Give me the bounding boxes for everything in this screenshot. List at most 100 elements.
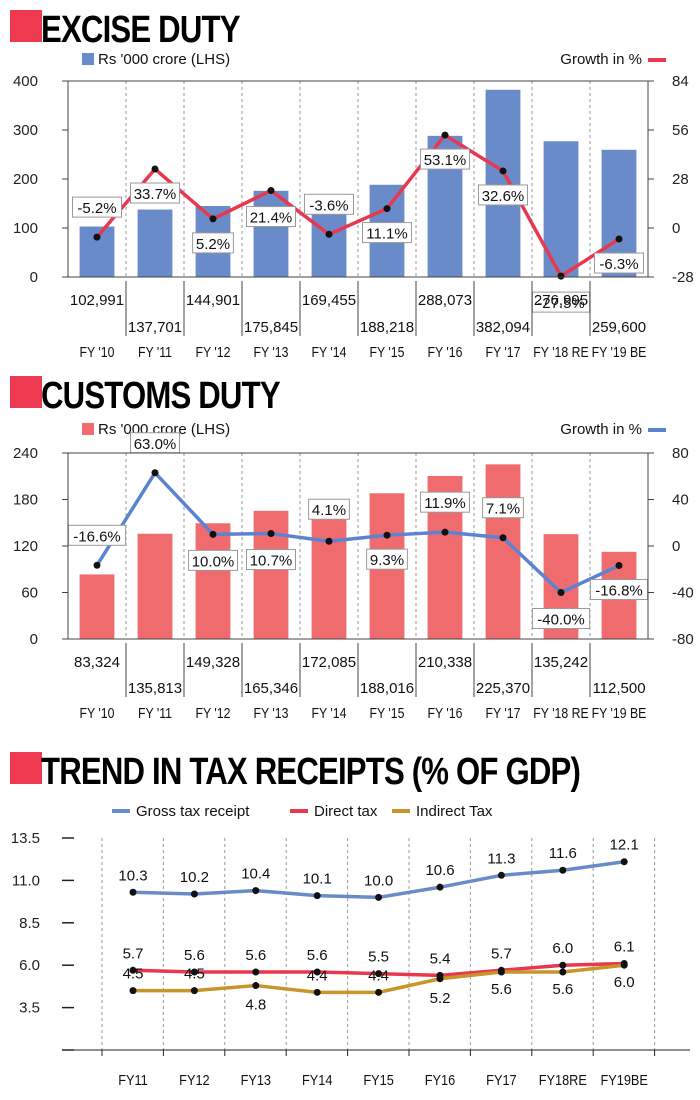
legend-label-1: Gross tax receipt (136, 803, 250, 820)
growth-label-8-text: 7.1% (486, 501, 520, 518)
growth-point-1 (93, 233, 101, 241)
growth-label-7: 53.1% (420, 148, 470, 170)
growth-point-8 (499, 167, 507, 175)
x-tick-label-8: FY18RE (539, 1071, 587, 1088)
value-label-2: 137,701 (128, 319, 182, 336)
x-tick-label-7: FY17 (486, 1071, 517, 1088)
series-1-point-9 (620, 858, 628, 866)
value-label-8: 382,094 (476, 319, 530, 336)
growth-label-8-text: 32.6% (482, 188, 525, 205)
series-3-point-1 (129, 987, 137, 995)
series-2-point-2 (190, 968, 198, 976)
series-1-point-4 (313, 892, 321, 900)
y-tick-label: 13.5 (11, 830, 40, 847)
x-tick-label-9: FY '18 RE (533, 705, 588, 721)
growth-point-7 (441, 528, 449, 536)
growth-point-5 (325, 537, 333, 545)
growth-label-6-text: 9.3% (370, 552, 404, 569)
growth-line (95, 471, 620, 595)
x-tick-label-1: FY '10 (80, 705, 115, 721)
bar-2 (137, 209, 173, 277)
y-tick-label: 180 (13, 492, 38, 509)
bar-2 (137, 533, 173, 639)
indirect-label-8: 5.6 (552, 981, 573, 998)
series-3-point-9 (620, 961, 628, 969)
growth-label-6: 9.3% (366, 548, 408, 570)
growth-point-1 (93, 561, 101, 569)
growth-label-4-text: 21.4% (250, 210, 293, 227)
series-2-point-5 (375, 970, 383, 978)
growth-point-8 (499, 534, 507, 542)
x-tick-label-2: FY12 (179, 1071, 210, 1088)
series-2-point-1 (129, 966, 137, 974)
series-1-point-3 (252, 887, 260, 895)
value-label-3: 149,328 (186, 654, 240, 671)
legend-line-label: Growth in % (560, 421, 642, 438)
series-1-point-7 (497, 871, 505, 879)
value-label-6: 188,218 (360, 319, 414, 336)
title-marker (10, 752, 42, 784)
growth-label-7-text: 53.1% (424, 152, 467, 169)
growth-label-5: 4.1% (308, 498, 350, 520)
indirect-label-6: 5.2 (430, 990, 451, 1007)
direct-label-6: 5.4 (430, 950, 451, 967)
x-tick-label-1: FY '10 (80, 344, 115, 360)
series-3-point-8 (559, 968, 567, 976)
growth-point-9 (557, 589, 565, 596)
growth-label-2-text: 63.0% (134, 436, 177, 453)
legend-bar-label: Rs '000 crore (LHS) (98, 51, 230, 68)
series-1-point-2 (190, 890, 198, 898)
value-label-4: 175,845 (244, 319, 298, 336)
indirect-label-2: 4.5 (184, 966, 205, 983)
indirect-label-9: 6.0 (614, 974, 635, 991)
y2-tick-label: 80 (672, 445, 689, 462)
bar-8 (485, 89, 521, 277)
y2-tick-label: -40 (672, 585, 694, 602)
y-tick-label: 100 (13, 220, 38, 237)
series-1-point-6 (436, 883, 444, 891)
growth-label-9-text: -40.0% (537, 612, 585, 629)
bar-8 (485, 464, 521, 639)
growth-label-3-box (192, 232, 234, 254)
value-label-7: 288,073 (418, 292, 472, 309)
legend-line-label: Growth in % (560, 51, 642, 68)
gross-label-8: 11.6 (549, 845, 577, 862)
y2-tick-label: 56 (672, 122, 689, 139)
direct-label-1: 5.7 (123, 945, 144, 962)
legend-label-2: Direct tax (314, 803, 378, 820)
growth-label-8-box (482, 497, 524, 519)
x-tick-label-3: FY '12 (196, 705, 231, 721)
growth-line (95, 133, 620, 278)
value-label-1: 102,991 (70, 292, 124, 309)
series-1-point-1 (129, 888, 137, 896)
growth-label-4-box (246, 206, 296, 228)
growth-point-3 (209, 215, 217, 223)
direct-label-8: 6.0 (552, 940, 573, 957)
direct-label-7: 5.7 (491, 945, 512, 962)
value-label-10: 259,600 (592, 319, 646, 336)
value-label-9: 135,242 (534, 654, 588, 671)
growth-label-5-text: 4.1% (312, 502, 346, 519)
x-tick-label-7: FY '16 (428, 344, 463, 360)
series-3-point-7 (497, 968, 505, 976)
x-tick-label-5: FY '14 (312, 344, 347, 360)
y2-tick-label: 0 (672, 538, 680, 555)
growth-label-4: 21.4% (246, 206, 296, 228)
growth-point-10 (615, 562, 623, 570)
series-3-point-3 (252, 982, 260, 990)
gross-label-4: 10.1 (303, 871, 332, 888)
legend-label-3: Indirect Tax (416, 803, 493, 820)
legend-bar-swatch (82, 53, 94, 65)
y2-tick-label: 28 (672, 171, 689, 188)
excise-duty-chart: EXCISE DUTY Rs '000 crore (LHS) Growth i… (10, 9, 694, 360)
x-tick-label-10: FY '19 BE (592, 344, 647, 360)
y-tick-label: 400 (13, 73, 38, 90)
growth-label-6: 11.1% (362, 222, 412, 244)
growth-label-2-text: 33.7% (134, 186, 177, 203)
growth-label-5-box (304, 193, 354, 215)
value-label-5: 172,085 (302, 654, 356, 671)
indirect-label-5: 4.4 (368, 967, 389, 984)
excise-title: EXCISE DUTY (41, 9, 240, 51)
growth-label-5: -3.6% (304, 193, 354, 215)
x-tick-label-1: FY11 (118, 1071, 148, 1088)
